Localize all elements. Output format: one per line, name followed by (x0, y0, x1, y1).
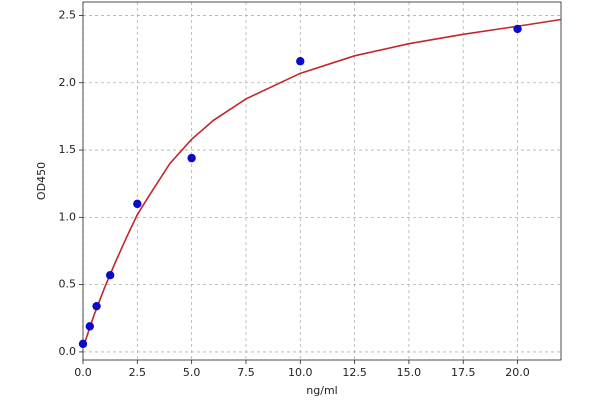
y-tick-label: 2.0 (59, 76, 77, 89)
data-point (78, 339, 88, 349)
data-point (85, 322, 94, 331)
data-point (92, 301, 101, 311)
data-point (105, 271, 115, 280)
x-tick-label: 15.0 (397, 366, 422, 379)
fit-curve (82, 18, 562, 349)
y-tick-label: 1.5 (59, 143, 77, 156)
x-tick-label: 10.0 (288, 366, 313, 379)
data-point (187, 153, 196, 163)
data-point (133, 199, 142, 209)
x-tick-label: 17.5 (451, 366, 476, 379)
y-tick-label: 0.5 (59, 278, 77, 291)
data-point (296, 57, 305, 66)
x-tick-label: 2.5 (129, 366, 147, 379)
x-tick-label: 12.5 (342, 366, 367, 379)
y-tick-label: 0.0 (59, 345, 77, 358)
plot-frame (82, 1, 562, 361)
y-tick-label: 1.0 (59, 210, 77, 223)
data-point (513, 24, 522, 34)
x-tick-label: 0.0 (74, 366, 92, 379)
y-axis-label: OD450 (35, 162, 48, 200)
x-axis-label: ng/ml (306, 384, 337, 397)
x-tick-label: 20.0 (505, 366, 530, 379)
y-tick-label: 2.5 (59, 8, 77, 21)
x-tick-label: 7.5 (237, 366, 255, 379)
x-tick-label: 5.0 (183, 366, 201, 379)
